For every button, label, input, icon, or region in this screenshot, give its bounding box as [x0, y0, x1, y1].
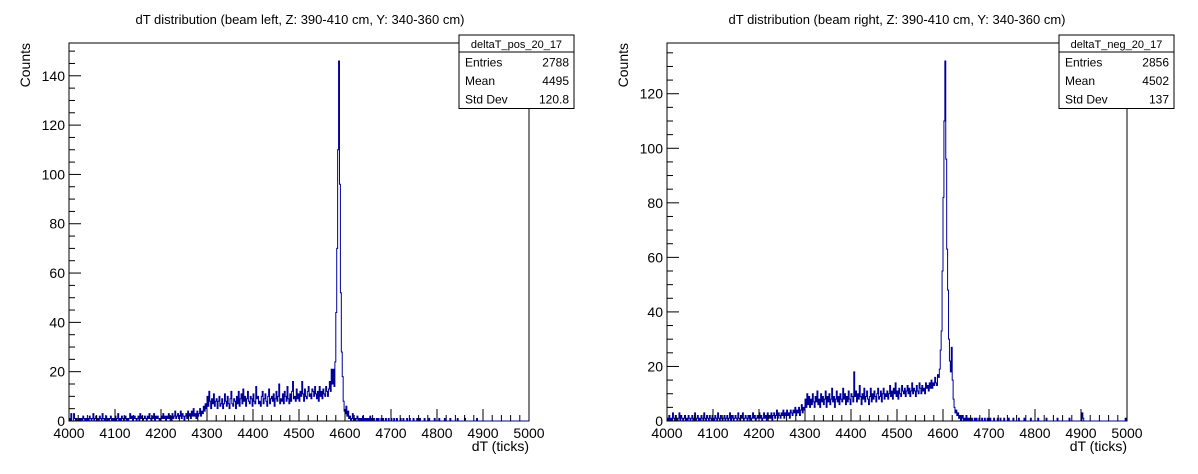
- y-tick-label: 60: [647, 249, 663, 265]
- y-tick-label: 40: [49, 314, 65, 330]
- x-axis-label: dT (ticks): [472, 438, 529, 454]
- x-tick-label: 5000: [513, 425, 544, 441]
- stats-value: 137: [1149, 93, 1169, 107]
- plot-frame: [666, 42, 1128, 422]
- stats-value: 4502: [1142, 74, 1169, 88]
- y-tick-label: 100: [42, 166, 66, 182]
- x-tick-label: 4000: [53, 425, 84, 441]
- y-tick-label: 40: [647, 304, 663, 320]
- stats-box: deltaT_pos_20_17 Entries 2788 Mean 4495 Std D…: [458, 34, 575, 109]
- y-tick-label: 20: [49, 364, 65, 380]
- x-tick-label: 4700: [973, 425, 1004, 441]
- x-tick-label: 4700: [375, 425, 406, 441]
- stats-hist-name: deltaT_pos_20_17: [471, 39, 562, 51]
- y-tick-label: 60: [49, 265, 65, 281]
- x-axis-label: dT (ticks): [1070, 438, 1127, 454]
- x-tick-label: 4900: [467, 425, 498, 441]
- x-tick-label: 4400: [237, 425, 268, 441]
- x-tick-label: 4600: [927, 425, 958, 441]
- stats-label: Std Dev: [465, 93, 508, 107]
- stats-label: Std Dev: [1065, 93, 1108, 107]
- x-tick-label: 4000: [651, 425, 682, 441]
- x-tick-label: 4800: [421, 425, 452, 441]
- y-tick-label: 80: [49, 216, 65, 232]
- stats-value: 120.8: [539, 93, 569, 107]
- chart-panel-2: dT distribution (beam right, Z: 390-410 …: [615, 12, 1175, 454]
- stats-label: Mean: [465, 74, 495, 88]
- histogram-series: [68, 60, 529, 422]
- stats-box-frame: [1058, 34, 1175, 109]
- x-tick-label: 5000: [1111, 425, 1142, 441]
- x-tick-label: 4500: [283, 425, 314, 441]
- stats-value: 2856: [1142, 56, 1169, 70]
- y-tick-label: 100: [640, 140, 664, 156]
- x-tick-label: 4100: [99, 425, 130, 441]
- y-tick-label: 140: [42, 68, 66, 84]
- x-tick-label: 4800: [1019, 425, 1050, 441]
- y-tick-label: 0: [655, 413, 663, 429]
- stats-label: Entries: [465, 56, 502, 70]
- x-tick-label: 4600: [329, 425, 360, 441]
- chart-title: dT distribution (beam left, Z: 390-410 c…: [135, 12, 464, 27]
- stats-value: 2788: [542, 56, 569, 70]
- x-tick-label: 4200: [145, 425, 176, 441]
- stats-hist-name: deltaT_neg_20_17: [1071, 39, 1163, 51]
- y-axis-label: Counts: [17, 43, 33, 87]
- x-tick-label: 4100: [697, 425, 728, 441]
- y-tick-label: 0: [57, 413, 65, 429]
- chart-panel-1: dT distribution (beam left, Z: 390-410 c…: [17, 12, 575, 454]
- stats-box-frame: [458, 34, 575, 109]
- stats-label: Mean: [1065, 74, 1095, 88]
- x-tick-label: 4300: [789, 425, 820, 441]
- histogram-series: [666, 60, 1127, 422]
- y-tick-label: 120: [640, 86, 664, 102]
- y-tick-label: 80: [647, 195, 663, 211]
- chart-title: dT distribution (beam right, Z: 390-410 …: [729, 12, 1066, 27]
- x-tick-label: 4400: [835, 425, 866, 441]
- y-tick-label: 20: [647, 358, 663, 374]
- stats-label: Entries: [1065, 56, 1102, 70]
- y-axis-label: Counts: [615, 43, 631, 87]
- x-tick-label: 4200: [743, 425, 774, 441]
- y-tick-label: 120: [42, 117, 66, 133]
- x-tick-label: 4300: [191, 425, 222, 441]
- stats-box: deltaT_neg_20_17 Entries 2856 Mean 4502 Std D…: [1058, 34, 1175, 109]
- x-tick-label: 4900: [1065, 425, 1096, 441]
- x-tick-label: 4500: [881, 425, 912, 441]
- stats-value: 4495: [542, 74, 569, 88]
